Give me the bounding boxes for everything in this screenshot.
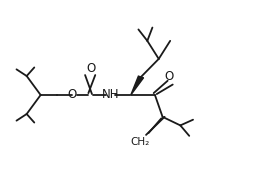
Polygon shape bbox=[131, 76, 144, 95]
Text: O: O bbox=[164, 70, 173, 82]
Text: CH₂: CH₂ bbox=[130, 137, 149, 146]
Text: O: O bbox=[68, 89, 77, 101]
Text: O: O bbox=[86, 62, 95, 75]
Text: NH: NH bbox=[102, 89, 119, 101]
